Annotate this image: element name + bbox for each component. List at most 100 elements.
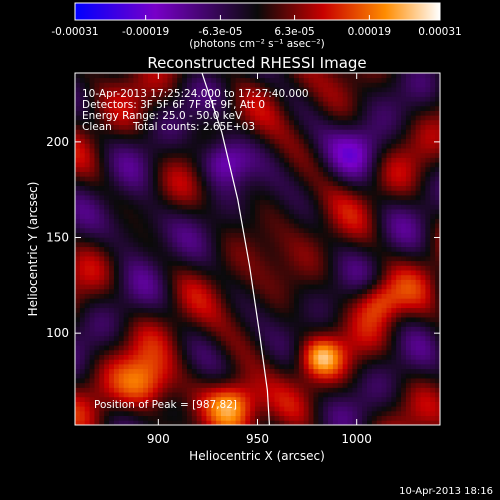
heatmap-cell [342,302,348,309]
heatmap-cell [391,124,397,130]
heatmap-cell [279,124,285,130]
heatmap-cell [99,345,105,351]
heatmap-cell [84,326,90,332]
heatmap-cell [274,349,280,355]
heatmap-cell [274,129,280,135]
heatmap-cell [235,246,241,252]
heatmap-cell [133,317,139,323]
colorbar-ticks: -0.00031 -0.00019 -6.3e-05 6.3e-05 0.00019 0.… [51,15,462,38]
heatmap-cell [255,87,261,93]
heatmap-cell [104,279,110,285]
heatmap-cell [308,302,314,309]
heatmap-cell [99,378,105,384]
heatmap-cell [123,73,129,79]
heatmap-cell [109,209,115,215]
heatmap-cell [216,199,222,205]
heatmap-cell [279,195,285,201]
heatmap-cell [323,321,329,327]
colorbar-unit-label: (photons cm⁻² s⁻¹ asec⁻²) [189,38,324,50]
heatmap-cell [118,73,125,79]
heatmap-cell [221,129,227,135]
heatmap-cell [386,396,392,402]
heatmap-cell [221,331,227,337]
heatmap-cell [328,157,334,163]
heatmap-cell [94,209,100,215]
heatmap-cell [342,335,348,341]
heatmap-cell [313,166,319,172]
heatmap-cell [250,354,256,360]
heatmap-cell [308,279,314,285]
heatmap-cell [113,354,120,360]
heatmap-cell [157,176,163,182]
heatmap-cell [240,204,246,210]
heatmap-cell [186,321,193,327]
heatmap-cell [381,387,387,393]
heatmap-cell [211,373,217,379]
heatmap-cell [89,378,95,384]
heatmap-cell [308,195,314,201]
heatmap-cell [230,77,236,83]
heatmap-cell [274,227,280,233]
heatmap-cell [216,124,222,130]
heatmap-cell [104,171,110,177]
heatmap-cell [133,349,139,355]
heatmap-cell [362,119,368,126]
heatmap-cell [182,166,188,172]
heatmap-cell [167,119,173,126]
heatmap-cell [381,331,387,337]
heatmap-cell [347,115,353,121]
heatmap-cell [113,246,120,252]
heatmap-cell [289,326,295,332]
heatmap-cell [362,176,368,182]
heatmap-cell [138,223,144,229]
heatmap-cell [337,406,344,412]
heatmap-cell [328,195,334,201]
heatmap-cell [313,420,319,425]
heatmap-cell [337,227,344,233]
heatmap-cell [347,138,353,144]
heatmap-cell [79,87,86,93]
heatmap-cell [332,87,339,93]
heatmap-cell [148,307,154,313]
heatmap-cell [259,251,266,257]
heatmap-cell [191,406,198,412]
heatmap-cell [328,204,334,210]
heatmap-cell [367,138,373,144]
heatmap-cell [318,162,324,168]
heatmap-cell [308,345,314,351]
heatmap-cell [352,363,358,370]
heatmap-cell [386,387,392,393]
heatmap-cell [303,354,309,360]
heatmap-cell [284,373,290,379]
heatmap-cell [216,185,222,191]
heatmap-cell [89,420,95,425]
heatmap-cell [225,302,232,309]
heatmap-cell [347,368,353,374]
heatmap-cell [289,227,295,233]
heatmap-cell [118,345,125,351]
heatmap-cell [294,312,300,318]
heatmap-cell [274,162,280,168]
heatmap-cell [289,129,295,135]
heatmap-cell [133,378,139,384]
heatmap-cell [264,105,271,111]
heatmap-cell [143,227,149,233]
heatmap-cell [230,317,236,323]
heatmap-cell [303,166,309,172]
heatmap-cell [216,270,222,276]
heatmap-cell [303,302,309,309]
heatmap-cell [75,256,81,262]
heatmap-cell [230,331,236,337]
heatmap-cell [191,143,198,149]
heatmap-cell [216,331,222,337]
heatmap-cell [337,190,344,196]
heatmap-cell [157,317,163,323]
heatmap-cell [162,401,168,407]
heatmap-cell [347,77,353,83]
heatmap-cell [264,148,271,154]
heatmap-cell [113,256,120,262]
heatmap-cell [367,115,373,121]
heatmap-cell [371,195,378,201]
heatmap-cell [274,415,280,421]
